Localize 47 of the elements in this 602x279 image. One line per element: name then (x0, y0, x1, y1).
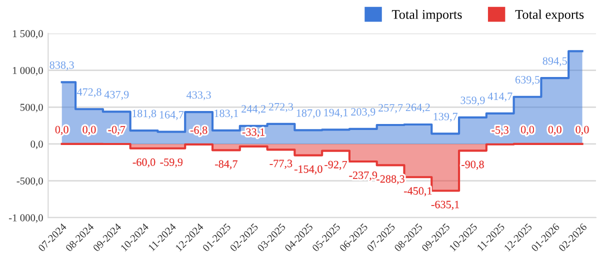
y-tick-label: -500,0 (16, 177, 43, 186)
data-label: -92,7 (324, 160, 348, 170)
data-label: 0,0 (520, 126, 534, 135)
data-label: 203,9 (351, 108, 376, 118)
y-tick-label: -1 000,0 (8, 214, 43, 223)
data-label: -90,8 (462, 160, 484, 170)
data-label: 187,0 (296, 109, 320, 118)
data-label: -84,7 (215, 160, 238, 170)
data-label: 894,5 (542, 57, 567, 66)
y-tick-label: 0,0 (30, 140, 43, 150)
data-label: -60,0 (132, 158, 156, 168)
data-label: 264,2 (406, 104, 430, 113)
data-label: -450,1 (404, 187, 432, 196)
data-label: 639,5 (515, 76, 540, 86)
data-label: 433,3 (186, 91, 211, 100)
data-label: -0,7 (108, 126, 126, 136)
data-label: -5,3 (492, 126, 508, 136)
data-label: 139,7 (434, 112, 458, 122)
data-label: 472,8 (76, 88, 102, 98)
data-label: 272,3 (268, 103, 294, 112)
data-label: -237,9 (349, 172, 378, 181)
data-label: -635,1 (431, 200, 460, 210)
legend-label: Total exports (515, 10, 584, 22)
data-label: 414,7 (488, 92, 512, 102)
data-label: -154,0 (294, 165, 322, 174)
data-label: 0,0 (55, 126, 68, 135)
data-label: -59,9 (160, 158, 183, 168)
data-label: 359,9 (460, 96, 485, 106)
data-label: -77,3 (270, 160, 292, 169)
data-label: 437,9 (104, 90, 129, 100)
y-tick-label: 500,0 (20, 104, 43, 112)
data-label: -6,8 (190, 126, 208, 136)
data-label: 244,2 (242, 105, 266, 114)
y-tick-label: 1 500,0 (12, 30, 43, 39)
y-tick-label: 1 000,0 (12, 66, 43, 76)
data-label: 0,0 (82, 126, 96, 135)
data-label: 183,1 (214, 110, 238, 119)
legend-label: Total imports (392, 10, 462, 22)
data-label: 838,3 (50, 61, 74, 70)
data-label: 0,0 (548, 126, 562, 135)
data-label: 181,8 (132, 110, 156, 119)
data-label: 0,0 (576, 126, 589, 135)
data-label: 164,7 (160, 111, 184, 120)
data-label: -288,3 (376, 175, 404, 184)
data-label: 194,1 (324, 108, 348, 118)
data-label: -33,1 (242, 128, 264, 138)
data-label: 257,7 (378, 104, 403, 114)
